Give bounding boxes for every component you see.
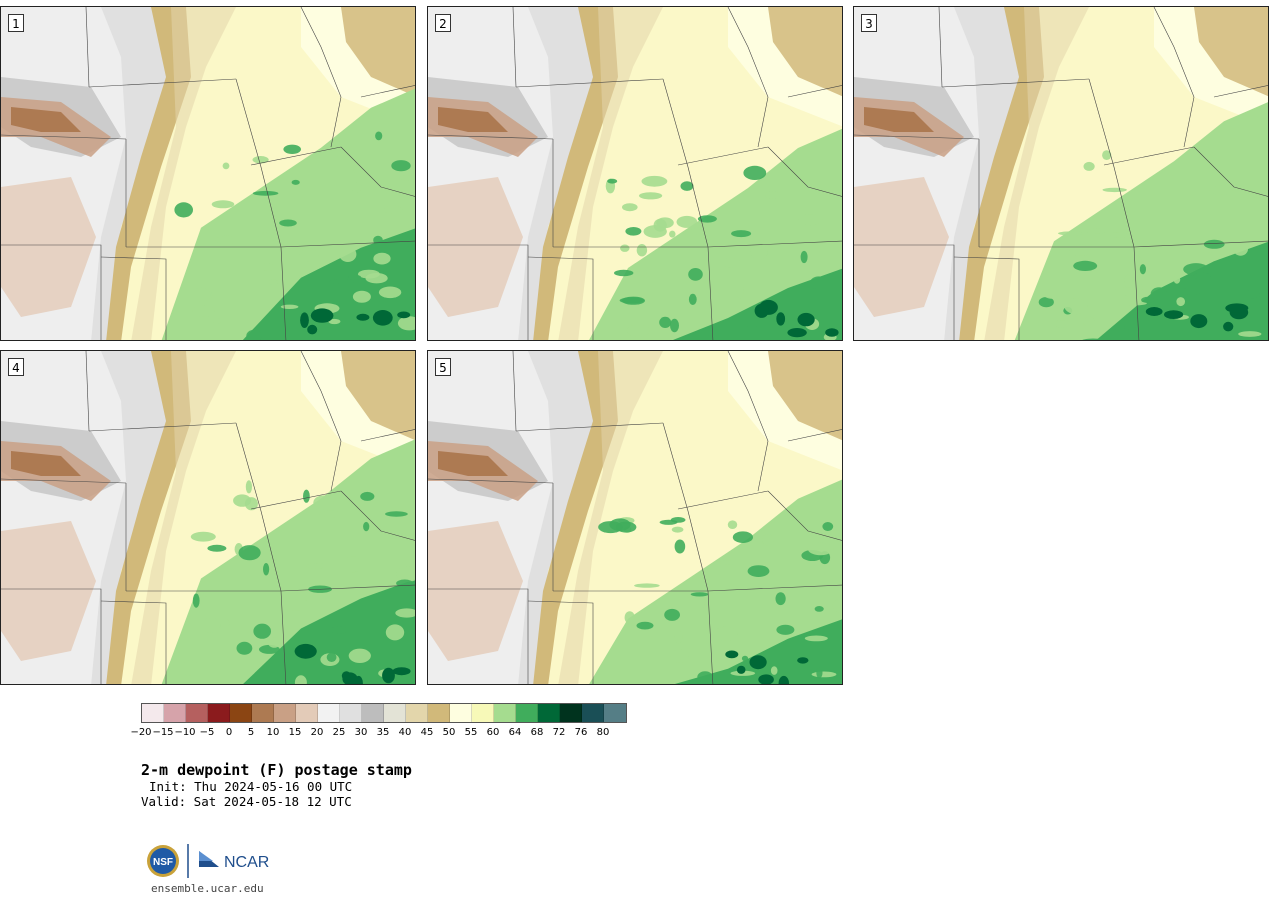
panel-number: 3	[861, 14, 877, 32]
colorbar-tick-label: 10	[266, 727, 280, 738]
colorbar-swatch	[494, 704, 516, 722]
colorbar-tick-label: 68	[530, 727, 544, 738]
colorbar-swatch	[296, 704, 318, 722]
colorbar-swatch	[186, 704, 208, 722]
colorbar-tick-label: 40	[398, 727, 412, 738]
panel-number: 4	[8, 358, 24, 376]
colorbar-swatch	[274, 704, 296, 722]
panel-number: 2	[435, 14, 451, 32]
colorbar-swatch	[516, 704, 538, 722]
colorbar-tick-label: 76	[574, 727, 588, 738]
colorbar-swatch	[384, 704, 406, 722]
colorbar-tick-label: −20	[130, 727, 152, 738]
dewpoint-map	[1, 7, 415, 340]
colorbar-tick-label: 72	[552, 727, 566, 738]
colorbar-swatch	[340, 704, 362, 722]
map-panel-2: 2	[427, 6, 843, 341]
colorbar-swatch	[362, 704, 384, 722]
colorbar-tick-label: 35	[376, 727, 390, 738]
map-panel-4: 4	[0, 350, 416, 685]
colorbar-swatch	[142, 704, 164, 722]
nsf-logo-text: NSF	[153, 857, 173, 868]
colorbar-tick-label: 55	[464, 727, 478, 738]
colorbar-tick-label: −5	[199, 727, 215, 738]
map-panel-5: 5	[427, 350, 843, 685]
colorbar-tick-label: 0	[225, 727, 233, 738]
colorbar-tick-label: 60	[486, 727, 500, 738]
colorbar-swatch	[428, 704, 450, 722]
colorbar-swatch	[164, 704, 186, 722]
colorbar-tick-label: 15	[288, 727, 302, 738]
nsf-ncar-logo: NSF NCAR	[147, 844, 269, 878]
colorbar-swatch	[208, 704, 230, 722]
map-panel-3: 3	[853, 6, 1269, 341]
colorbar-swatch	[230, 704, 252, 722]
site-url: ensemble.ucar.edu	[151, 882, 264, 895]
panel-number: 5	[435, 358, 451, 376]
colorbar-tick-label: 30	[354, 727, 368, 738]
colorbar-tick-label: 20	[310, 727, 324, 738]
colorbar-swatch	[318, 704, 340, 722]
map-panel-1: 1	[0, 6, 416, 341]
colorbar-tick-label: 45	[420, 727, 434, 738]
dewpoint-map	[854, 7, 1268, 340]
colorbar-swatch	[406, 704, 428, 722]
colorbar-swatch	[252, 704, 274, 722]
colorbar-ticks: −20 −15 −10 −5 0 5 10 15 20 25 30 35 40 45 50 55 60 64 68 7…	[130, 723, 627, 739]
colorbar-tick-label: 25	[332, 727, 346, 738]
colorbar-tick-label: 50	[442, 727, 456, 738]
dewpoint-map	[428, 351, 842, 684]
dewpoint-map	[1, 351, 415, 684]
colorbar-swatch	[582, 704, 604, 722]
dewpoint-map	[428, 7, 842, 340]
colorbar-tick-label: −15	[152, 727, 174, 738]
colorbar-swatch	[472, 704, 494, 722]
panel-number: 1	[8, 14, 24, 32]
colorbar-tick-label: −10	[174, 727, 196, 738]
plot-title: 2-m dewpoint (F) postage stamp	[141, 761, 412, 779]
colorbar-legend: −20 −15 −10 −5 0 5 10 15 20 25 30 35 40 45 50 55 60 64 68 7…	[130, 703, 627, 739]
colorbar-swatch	[450, 704, 472, 722]
colorbar-tick-label: 80	[596, 727, 610, 738]
init-time: Init: Thu 2024-05-16 00 UTC	[149, 779, 353, 794]
colorbar-tick-label: 5	[247, 727, 255, 738]
colorbar-swatch	[538, 704, 560, 722]
colorbar-tick-label: 64	[508, 727, 522, 738]
colorbar	[141, 703, 627, 723]
ncar-logo-text: NCAR	[224, 854, 269, 871]
colorbar-swatch	[560, 704, 582, 722]
colorbar-swatch	[604, 704, 626, 722]
valid-time: Valid: Sat 2024-05-18 12 UTC	[141, 794, 352, 809]
